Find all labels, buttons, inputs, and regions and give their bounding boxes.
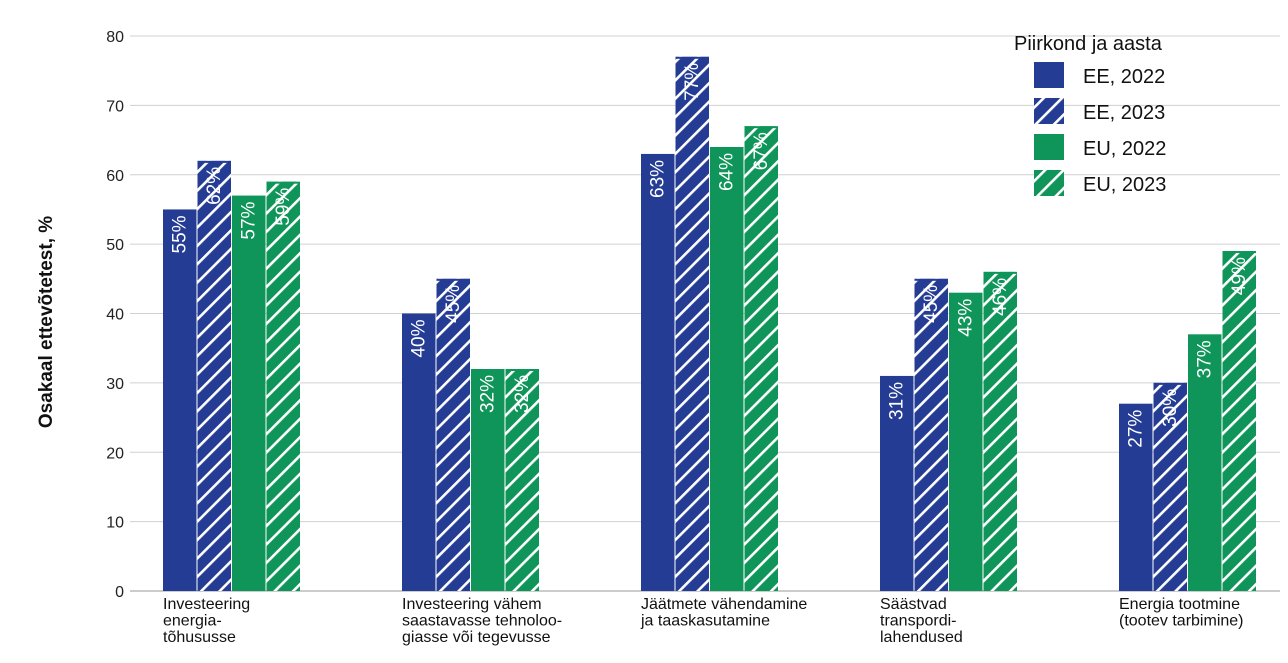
bar-ee-2022-1 [163,209,197,591]
bar-eu-2023-3 [744,126,778,591]
category-label-line: saastavasse tehnoloo- [402,613,562,630]
bar-value-label: 77% [682,63,703,101]
bar-value-label: 49% [1229,257,1250,295]
y-axis-ticks: 0 10 20 30 40 50 60 70 80 [106,29,124,601]
legend-label: EE, 2023 [1083,102,1165,124]
category-label: Säästvad transpordi-lahendused [880,596,963,646]
category-label-line: Investeering vähem [402,596,542,613]
bar-ee-2023-1 [197,160,231,591]
bar-eu-2023-1 [266,181,300,591]
bar-ee-2022-5 [1119,403,1153,591]
bar-value-label: 27% [1125,410,1146,448]
bar-value-label: 55% [169,215,190,253]
bar-eu-2022-5 [1188,334,1222,591]
bar-eu-2022-3 [710,147,744,591]
category-label-line: tõhususse [163,629,236,646]
bar-top-edge [744,126,778,129]
category-label-line: (tootev tarbimine) [1119,613,1244,630]
bar-top-edge [1222,251,1256,254]
y-tick-label: 80 [106,29,124,46]
bar-eu-2022-2 [471,369,505,591]
bar-value-label: 67% [751,132,772,170]
legend-label: EU, 2023 [1083,174,1166,196]
bar-value-label: 37% [1194,340,1215,378]
y-axis-label: Osakaal ettevõtetest, % [36,216,57,428]
bar-value-label: 45% [921,285,942,323]
legend: Piirkond ja aasta EE, 2022 EE, 2023 EU, 20… [1014,33,1166,196]
bar-eu-2022-1 [232,195,266,591]
category-label: Energia tootmine (tootev tarbimine) [1119,596,1244,630]
bar-value-label: 46% [990,278,1011,316]
category-label-line: giasse või tegevusse [402,629,551,646]
category-label-line: Investeering [163,596,250,613]
bar-value-label: 64% [716,153,737,191]
bar-top-edge [436,278,470,281]
bar-ee-2023-2 [436,278,470,591]
bar-value-label: 40% [408,319,429,357]
bar-value-label: 63% [647,160,668,198]
bar-top-edge [914,278,948,281]
category-label: Investeering energia-tõhususse [163,596,250,646]
bar-eu-2022-4 [949,292,983,591]
category-label-line: transpordi- [880,613,956,630]
legend-swatch [1034,170,1064,196]
category-label: Jäätmete vähendamine ja taaskasutamine [640,596,807,630]
bar-top-edge [983,271,1017,274]
legend-label: EU, 2022 [1083,138,1166,160]
category-label: Investeering vähem saastavasse tehnoloo-g… [402,596,562,646]
bar-eu-2023-5 [1222,251,1256,591]
y-tick-label: 70 [106,98,124,115]
legend-swatch [1034,62,1064,88]
bar-eu-2023-2 [505,369,539,591]
bar-value-label: 45% [443,285,464,323]
y-tick-label: 0 [115,584,124,601]
bar-value-label: 59% [273,188,294,226]
y-tick-label: 60 [106,168,124,185]
y-tick-label: 10 [106,515,124,532]
category-label-line: ja taaskasutamine [640,613,770,630]
y-tick-label: 40 [106,307,124,324]
bar-ee-2022-2 [402,313,436,591]
y-tick-label: 20 [106,445,124,462]
bar-ee-2023-3 [675,56,709,591]
legend-swatch [1034,134,1064,160]
bar-eu-2023-4 [983,271,1017,591]
bar-value-label: 57% [238,201,259,239]
bar-top-edge [675,56,709,59]
category-label-line: Säästvad [880,596,947,613]
y-tick-label: 50 [106,237,124,254]
bar-value-label: 32% [512,375,533,413]
bar-value-label: 43% [955,299,976,337]
bar-value-label: 31% [886,382,907,420]
category-label-line: Jäätmete vähendamine [641,596,807,613]
bar-ee-2023-5 [1153,382,1187,591]
legend-title: Piirkond ja aasta [1014,33,1163,55]
category-labels: Investeering energia-tõhususseInvesteerin… [163,596,1244,646]
bar-top-edge [197,160,231,163]
legend-swatch [1034,98,1064,124]
bar-value-label: 30% [1160,389,1181,427]
bar-top-edge [1153,382,1187,385]
legend-label: EE, 2022 [1083,66,1165,88]
bar-value-label: 62% [204,167,225,205]
bar-ee-2022-3 [641,153,675,591]
bar-ee-2022-4 [880,375,914,591]
category-label-line: lahendused [880,629,963,646]
bar-top-edge [266,181,300,184]
y-tick-label: 30 [106,376,124,393]
bar-top-edge [505,369,539,371]
category-label-line: Energia tootmine [1119,596,1240,613]
bars: 55% 40% 63% 31% 27% 62% 45% 77% 45% 30% 57% 32% 64% 4… [163,56,1256,591]
category-label-line: energia- [163,613,222,630]
bar-ee-2023-4 [914,278,948,591]
bar-value-label: 32% [477,375,498,413]
